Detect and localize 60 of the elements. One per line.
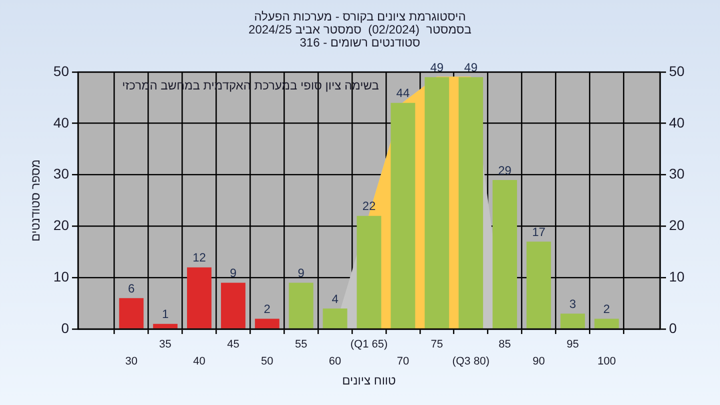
y2-tick-label: 30 — [669, 166, 685, 182]
bar — [458, 77, 484, 328]
data-label: 12 — [192, 250, 206, 265]
bar — [356, 216, 382, 328]
data-label: 9 — [298, 266, 305, 280]
y2-tick-label: 20 — [669, 217, 685, 234]
data-label: 29 — [498, 163, 512, 178]
bar — [560, 314, 585, 328]
bar — [153, 324, 178, 328]
data-label: 9 — [230, 266, 237, 280]
x-tick-label: 90 — [532, 356, 545, 368]
y2-tick-label: 50 — [669, 62, 685, 79]
data-label: 1 — [162, 307, 169, 322]
y-tick-label: 50 — [53, 62, 70, 79]
bar — [526, 242, 551, 328]
data-label: 4 — [332, 292, 339, 306]
data-label: 49 — [430, 60, 444, 74]
x-tick-label: (Q1 65) — [350, 338, 388, 351]
x-tick-label: 85 — [498, 338, 511, 351]
y2-tick-label: 40 — [669, 114, 685, 130]
bar — [390, 102, 416, 328]
data-label: 3 — [569, 296, 576, 311]
bar — [492, 180, 518, 328]
y-tick-label: 40 — [53, 114, 70, 130]
x-tick-label: 40 — [193, 356, 206, 368]
bar — [288, 282, 314, 328]
x-tick-label: 60 — [328, 356, 342, 368]
data-label: 44 — [396, 86, 410, 100]
x-tick-label: 70 — [396, 356, 410, 368]
y-tick-label: 0 — [61, 320, 70, 336]
x-tick-label: 30 — [125, 356, 138, 368]
x-tick-label: 55 — [294, 338, 308, 351]
y-tick-label: 20 — [53, 217, 70, 234]
y2-tick-label: 10 — [669, 268, 685, 284]
bar — [187, 267, 212, 328]
bar — [119, 298, 144, 328]
x-tick-label: 35 — [159, 338, 172, 351]
chart-subtitle: בסמסטר (02/2024) סמסטר אביב 2024/25 סטודנטים רשומים - 316 — [248, 22, 472, 50]
bar — [254, 318, 280, 328]
y-tick-label: 10 — [53, 268, 70, 284]
chart-title: היסטוגרמת ציונים בקורס - מערכות הפעלה — [254, 9, 466, 24]
bar — [322, 308, 348, 328]
x-tick-label: 75 — [430, 338, 444, 351]
bar — [424, 77, 450, 328]
x-tick-label: 95 — [566, 338, 579, 351]
bar — [594, 318, 619, 328]
y2-tick-label: 0 — [669, 320, 677, 336]
x-tick-label: 50 — [261, 356, 274, 368]
x-axis-title: טווח ציונים — [342, 373, 396, 388]
y-tick-label: 30 — [53, 166, 70, 182]
y-axis-title: מספר סטודנטים — [28, 159, 42, 242]
data-label: 2 — [264, 302, 271, 316]
data-label: 17 — [532, 224, 546, 239]
data-label: 2 — [603, 302, 610, 316]
x-tick-label: 100 — [597, 356, 616, 368]
data-label: 49 — [464, 60, 478, 74]
data-label: 6 — [128, 281, 136, 296]
bar — [220, 282, 246, 328]
x-tick-label: (Q3 80) — [452, 356, 490, 368]
x-tick-label: 45 — [227, 338, 240, 351]
